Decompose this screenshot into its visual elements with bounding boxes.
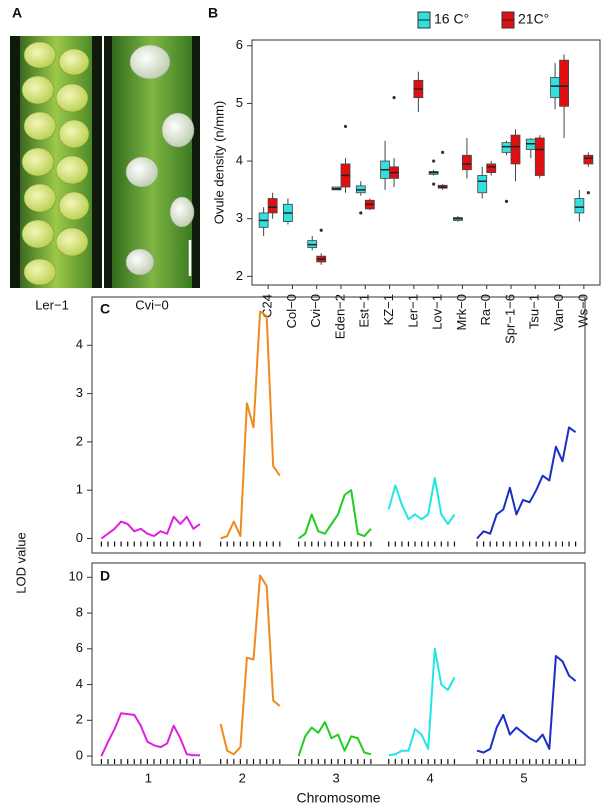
legend-label: 16 C° xyxy=(434,11,469,27)
box xyxy=(574,198,585,214)
y-tick-label: 0 xyxy=(76,530,83,545)
x-tick-label: Tsu−1 xyxy=(527,294,542,329)
y-tick-label: 1 xyxy=(76,482,83,497)
box xyxy=(462,154,472,171)
y-tick-label: 3 xyxy=(76,385,83,400)
outlier xyxy=(441,150,445,155)
plot-frame xyxy=(91,296,586,554)
lod-line xyxy=(298,489,372,540)
x-tick-label: KZ−1 xyxy=(381,294,396,325)
box xyxy=(534,137,545,176)
lod-line xyxy=(476,655,577,754)
y-tick-label: 3 xyxy=(236,210,243,225)
plot-frame xyxy=(251,39,601,286)
outlier xyxy=(432,159,436,163)
seeds xyxy=(125,44,195,276)
x-tick-label: Ra−0 xyxy=(478,294,493,325)
lod-line xyxy=(297,721,372,757)
x-tick-label: Ws−0 xyxy=(575,294,590,328)
box xyxy=(267,198,278,214)
x-tick-label: Van−0 xyxy=(551,294,566,331)
x-tick-label: Col−0 xyxy=(284,294,299,328)
y-tick-label: 0 xyxy=(76,747,83,762)
panel-label: D xyxy=(100,568,110,584)
outlier xyxy=(359,211,363,215)
y-tick-label: 4 xyxy=(236,152,243,167)
y-tick-label: 4 xyxy=(76,337,83,352)
panel-label: A xyxy=(12,5,22,21)
x-tick-label: Spr−1−6 xyxy=(502,294,517,344)
lod-line xyxy=(100,515,201,540)
x-tick-label: 2 xyxy=(239,770,246,785)
y-tick-label: 2 xyxy=(236,268,243,283)
box xyxy=(477,175,488,194)
outlier xyxy=(432,182,436,186)
lod-line xyxy=(387,477,456,525)
box xyxy=(583,154,594,165)
box xyxy=(510,134,521,165)
y-tick-label: 5 xyxy=(236,95,243,110)
x-axis-label: Chromosome xyxy=(296,790,380,806)
x-tick-label: 4 xyxy=(426,770,433,785)
x-tick-label: Est−1 xyxy=(357,294,372,328)
x-tick-label: 1 xyxy=(145,770,152,785)
outlier xyxy=(392,96,396,100)
x-tick-label: Lov−1 xyxy=(430,294,445,330)
legend-label: 21C° xyxy=(518,11,549,27)
seeds xyxy=(21,41,90,286)
photo-panel xyxy=(10,36,200,288)
x-tick-label: Ler−1 xyxy=(405,294,420,328)
panel-label: B xyxy=(208,5,218,21)
x-tick-label: C24 xyxy=(260,294,275,318)
outlier xyxy=(319,228,323,232)
y-axis-label: LOD value xyxy=(13,532,28,593)
outlier xyxy=(586,191,590,195)
y-tick-label: 8 xyxy=(76,604,83,619)
x-tick-label: Eden−2 xyxy=(332,294,347,339)
lod-line xyxy=(388,647,456,757)
y-tick-label: 2 xyxy=(76,433,83,448)
y-tick-label: 2 xyxy=(76,712,83,727)
lod-line xyxy=(220,310,281,540)
y-tick-label: 4 xyxy=(76,676,83,691)
y-tick-label: 6 xyxy=(76,640,83,655)
x-tick-label: 5 xyxy=(520,770,527,785)
plot-frame xyxy=(91,562,586,766)
photo-caption: Cvi−0 xyxy=(135,297,169,312)
box xyxy=(550,77,560,99)
box xyxy=(559,59,569,107)
panel-label: C xyxy=(100,301,110,317)
box xyxy=(486,163,497,173)
photo-caption: Ler−1 xyxy=(35,297,69,312)
x-tick-label: Mrk−0 xyxy=(454,294,469,330)
box xyxy=(501,142,512,153)
lod-line xyxy=(476,426,577,540)
lod-line xyxy=(219,574,281,756)
x-tick-label: 3 xyxy=(333,770,340,785)
outlier xyxy=(343,124,348,129)
y-tick-label: 6 xyxy=(236,37,243,52)
y-axis-label: Ovule density (n/mm) xyxy=(211,101,226,225)
y-tick-label: 10 xyxy=(69,569,83,584)
outlier xyxy=(504,199,509,204)
lod-line xyxy=(100,712,200,757)
x-tick-label: Cvi−0 xyxy=(308,294,323,328)
